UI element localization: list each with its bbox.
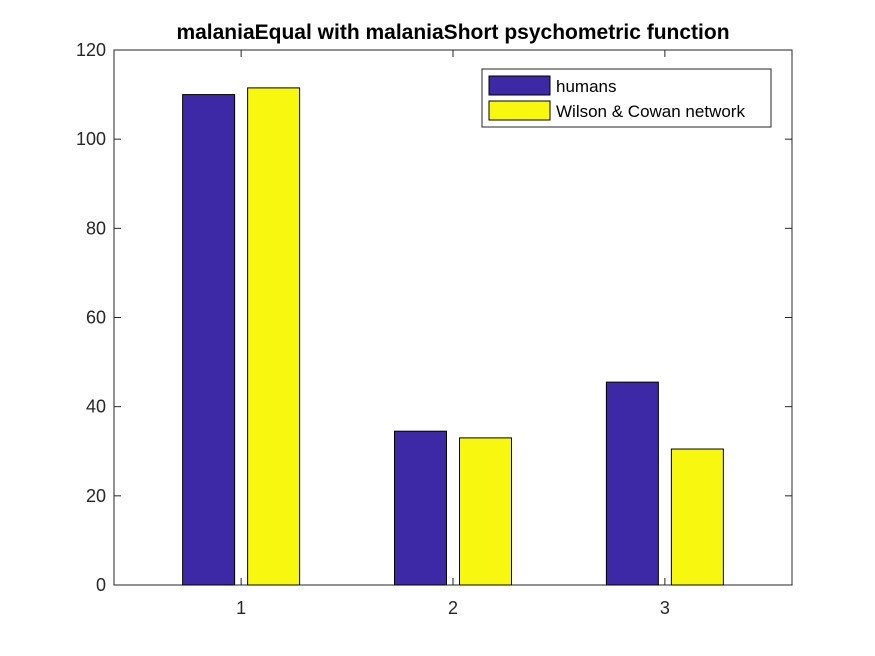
y-tick-label: 0	[96, 575, 106, 595]
y-tick-label: 20	[86, 486, 106, 506]
y-tick-label: 60	[86, 308, 106, 328]
y-tick-label: 80	[86, 218, 106, 238]
bar-network-1	[247, 87, 301, 586]
x-tick-label: 3	[660, 598, 670, 618]
legend-entry-label: humans	[556, 77, 616, 96]
legend-swatch	[488, 100, 551, 121]
y-tick-label: 40	[86, 397, 106, 417]
bar-humans-1	[182, 94, 236, 586]
legend-swatch	[488, 75, 551, 96]
chart-title: malaniaEqual with malaniaShort psychomet…	[176, 21, 729, 44]
plot-area: 0 20 40 60 80 100 120 1 2 3	[76, 40, 793, 618]
x-tick-label: 1	[236, 598, 246, 618]
y-tick-label: 120	[76, 40, 106, 60]
bar-humans-2	[394, 430, 447, 586]
y-tick-label: 100	[76, 129, 106, 149]
x-tick-label: 2	[448, 598, 458, 618]
bar-humans-3	[605, 381, 659, 586]
legend: humans Wilson & Cowan network	[481, 68, 772, 128]
bar-network-3	[670, 448, 724, 586]
bar-network-2	[459, 437, 512, 586]
legend-entry-label: Wilson & Cowan network	[556, 102, 745, 121]
